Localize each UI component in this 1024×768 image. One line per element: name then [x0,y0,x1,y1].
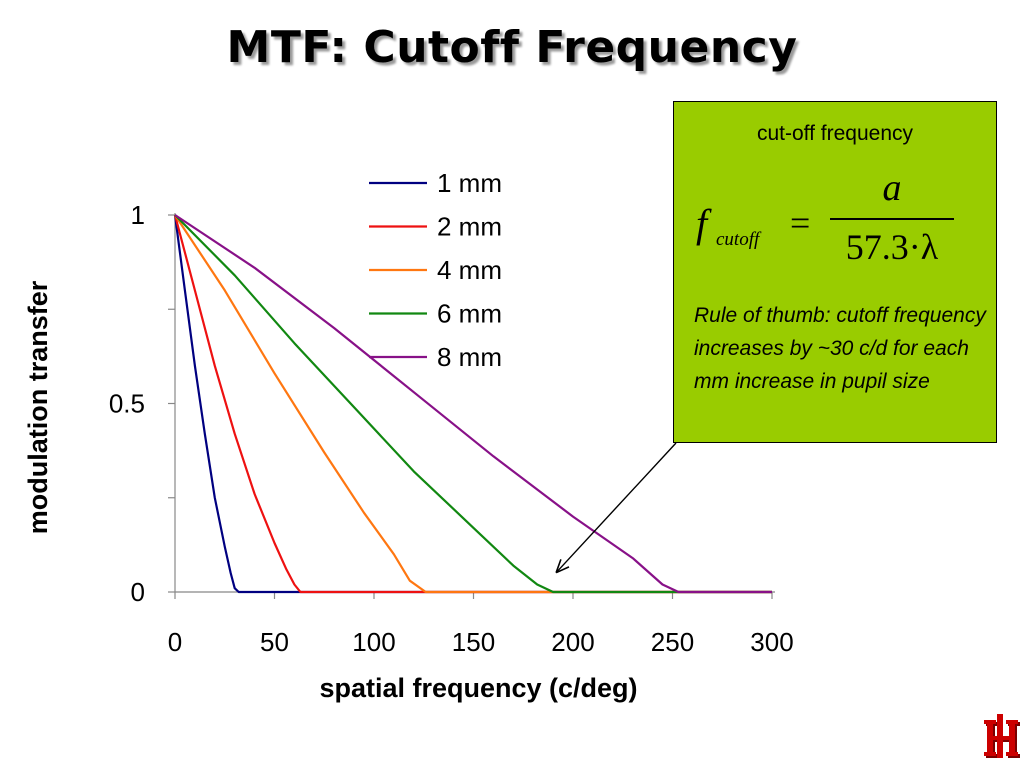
formula-numerator: a [882,167,902,209]
chart-series-lines [173,214,772,594]
formula-lhs: f [696,201,708,246]
y-tick-label: 1 [131,200,145,230]
callout-arrowhead [555,559,570,574]
x-tick-label: 100 [352,627,395,657]
x-tick-label: 50 [260,627,289,657]
university-logo [984,714,1020,758]
chart-legend: 1 mm 2 mm 4 mm 6 mm 8 mm [369,168,502,372]
series-line-4 [174,214,772,594]
series-line-3 [174,214,772,594]
series-line-1 [173,214,772,594]
legend-label: 6 mm [437,299,502,329]
x-tick-label: 200 [551,627,594,657]
y-axis-title: modulation transfer [23,280,53,534]
callout-arrow [555,442,677,574]
x-tick-label: 0 [168,627,182,657]
legend-label: 1 mm [437,168,502,198]
formula-subscript: cutoff [716,229,760,250]
y-tick-label: 0.5 [109,389,145,419]
formula-equals: = [790,203,811,243]
chart-axes: 0 0.5 1 0 50 100 150 200 250 300 [109,200,794,657]
legend-label: 8 mm [437,342,502,372]
series-line-5 [174,214,772,594]
cutoff-frequency-callout: cut-off frequency f cutoff = a 57.3·λ Ru… [673,101,997,443]
legend-label: 4 mm [437,255,502,285]
series-line-2 [173,214,772,594]
x-tick-label: 300 [750,627,793,657]
logo-bar [997,714,1003,758]
callout-heading: cut-off frequency [756,122,914,145]
callout-arrow-layer [555,442,677,574]
slide-title: MTF: Cutoff Frequency [226,22,798,73]
rule-of-thumb-note: Rule of thumb: cutoff frequency increase… [694,304,986,393]
x-tick-label: 150 [452,627,495,657]
x-tick-label: 250 [651,627,694,657]
legend-label: 2 mm [437,212,502,242]
formula-denominator: 57.3·λ [845,227,939,267]
y-tick-label: 0 [131,577,145,607]
formula-fraction-bar [830,218,954,220]
x-axis-title: spatial frequency (c/deg) [319,673,637,703]
cutoff-formula: f cutoff = a 57.3·λ [690,164,990,284]
